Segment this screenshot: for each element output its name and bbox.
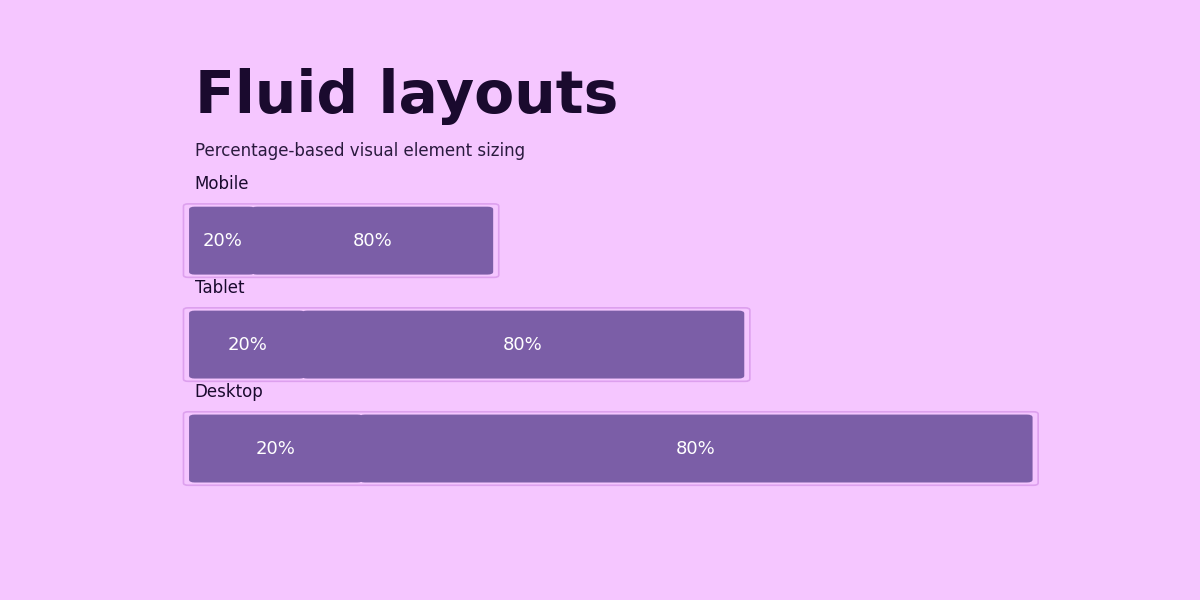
Text: 20%: 20%	[202, 232, 242, 250]
FancyBboxPatch shape	[184, 308, 750, 382]
FancyBboxPatch shape	[190, 415, 362, 482]
FancyBboxPatch shape	[190, 206, 256, 275]
FancyBboxPatch shape	[301, 311, 744, 379]
Text: 20%: 20%	[227, 335, 268, 353]
Text: Tablet: Tablet	[194, 279, 244, 297]
FancyBboxPatch shape	[184, 204, 499, 277]
Text: Desktop: Desktop	[194, 383, 263, 401]
Text: 20%: 20%	[256, 440, 296, 458]
Text: 80%: 80%	[676, 440, 715, 458]
FancyBboxPatch shape	[251, 206, 493, 275]
FancyBboxPatch shape	[190, 311, 305, 379]
FancyBboxPatch shape	[184, 412, 1038, 485]
Text: Fluid layouts: Fluid layouts	[194, 68, 618, 125]
Text: 80%: 80%	[503, 335, 542, 353]
Text: Mobile: Mobile	[194, 175, 250, 193]
Text: 80%: 80%	[353, 232, 392, 250]
FancyBboxPatch shape	[359, 415, 1032, 482]
Text: Percentage-based visual element sizing: Percentage-based visual element sizing	[194, 142, 524, 160]
